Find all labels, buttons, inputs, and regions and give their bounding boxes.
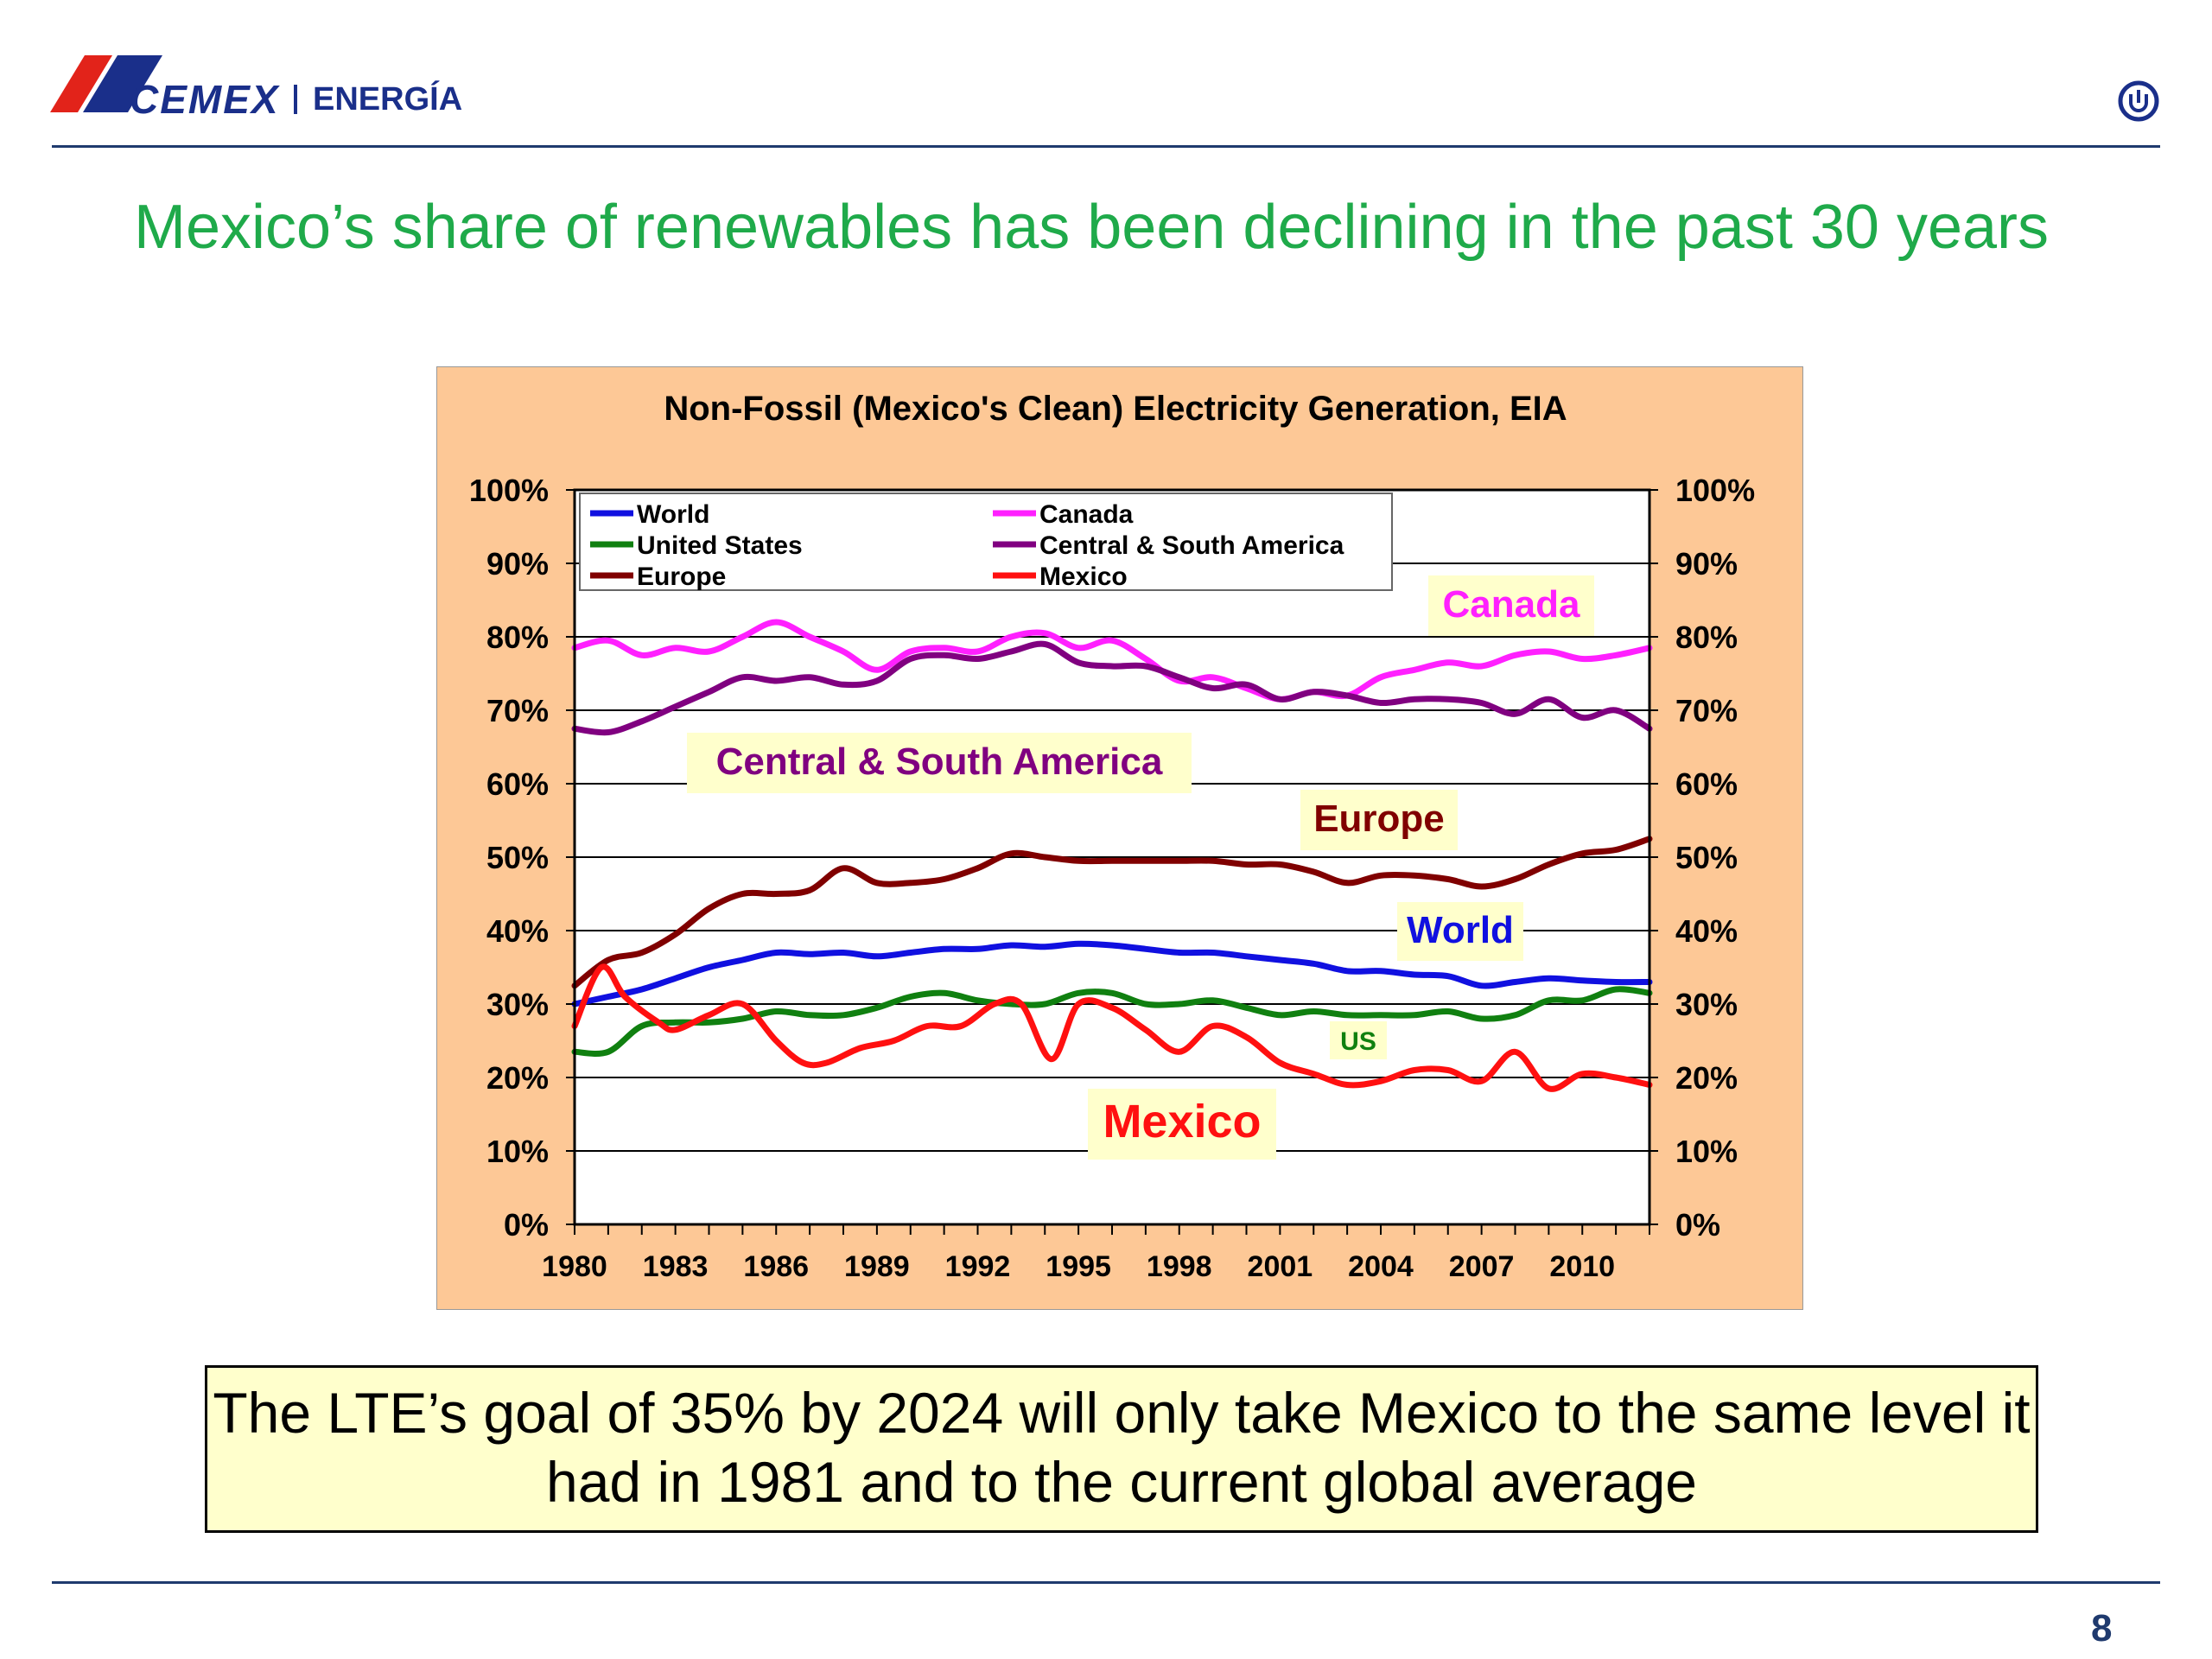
annotation-world: World — [1397, 902, 1523, 961]
y-tick-label-right: 0% — [1675, 1207, 1720, 1243]
power-icon[interactable] — [2117, 79, 2160, 123]
y-tick-label-left: 90% — [486, 546, 549, 582]
y-tick-label-right: 80% — [1675, 620, 1738, 655]
series-line-europe — [571, 836, 1653, 989]
chart-title: Non-Fossil (Mexico's Clean) Electricity … — [664, 390, 1567, 428]
legend-label-csa: Central & South America — [1039, 531, 1344, 560]
y-tick-label-left: 50% — [486, 840, 549, 875]
x-tick-label: 1989 — [844, 1250, 910, 1283]
x-tick-label: 1983 — [643, 1250, 709, 1283]
brand-division: ENERGÍA — [313, 81, 463, 118]
brand-name: CEMEX — [130, 77, 280, 122]
legend-label-europe: Europe — [637, 563, 726, 591]
y-tick-label-left: 30% — [486, 987, 549, 1022]
svg-text:Central & South America: Central & South America — [716, 741, 1163, 783]
y-tick-label-right: 20% — [1675, 1060, 1738, 1096]
legend-label-world: World — [637, 500, 709, 529]
footer-rule — [52, 1581, 2160, 1584]
x-tick-label: 2004 — [1348, 1250, 1414, 1283]
series-line-central-south-america — [571, 640, 1653, 736]
annotation-us: US — [1330, 1021, 1387, 1059]
annotation-europe: Europe — [1300, 790, 1458, 850]
series-line-canada — [571, 619, 1653, 702]
y-tick-label-left: 20% — [486, 1060, 549, 1096]
y-tick-label-right: 30% — [1675, 987, 1738, 1022]
chart: Non-Fossil (Mexico's Clean) Electricity … — [436, 366, 1803, 1310]
logo-stripe-red — [50, 55, 112, 112]
y-tick-label-right: 70% — [1675, 693, 1738, 728]
callout-box: The LTE’s goal of 35% by 2024 will only … — [205, 1365, 2038, 1533]
legend-label-mexico: Mexico — [1039, 563, 1128, 591]
legend: World Canada United States Central & Sou… — [579, 493, 1393, 591]
logo-stripe-blue — [83, 55, 162, 112]
legend-label-us: United States — [637, 531, 803, 560]
series-line-world — [571, 940, 1653, 1007]
y-tick-label-right: 60% — [1675, 766, 1738, 802]
y-tick-label-left: 10% — [486, 1134, 549, 1169]
y-tick-label-right: 50% — [1675, 840, 1738, 875]
brand-separator — [294, 85, 297, 114]
annotation-mexico: Mexico — [1088, 1089, 1276, 1160]
x-tick-label: 2007 — [1449, 1250, 1515, 1283]
page-number: 8 — [2091, 1607, 2113, 1649]
cemex-logo — [50, 55, 162, 112]
y-tick-label-left: 60% — [486, 766, 549, 802]
y-tick-label-left: 80% — [486, 620, 549, 655]
x-tick-label: 1986 — [743, 1250, 809, 1283]
y-tick-label-left: 40% — [486, 913, 549, 949]
svg-text:Canada: Canada — [1443, 583, 1580, 626]
legend-label-canada: Canada — [1039, 500, 1134, 529]
y-tick-label-left: 70% — [486, 693, 549, 728]
y-tick-label-left: 0% — [504, 1207, 549, 1243]
x-tick-label: 1995 — [1046, 1250, 1111, 1283]
x-tick-label: 2010 — [1549, 1250, 1615, 1283]
series-line-united-states — [571, 986, 1653, 1057]
y-tick-label-right: 40% — [1675, 913, 1738, 949]
series-line-mexico — [571, 963, 1653, 1092]
annotation-canada: Canada — [1428, 575, 1594, 636]
svg-text:Mexico: Mexico — [1103, 1096, 1261, 1147]
y-tick-label-right: 90% — [1675, 546, 1738, 582]
slide-title: Mexico’s share of renewables has been de… — [134, 193, 2050, 262]
svg-text:World: World — [1407, 909, 1514, 951]
x-tick-label: 1992 — [945, 1250, 1011, 1283]
svg-text:US: US — [1340, 1027, 1376, 1056]
annotation-central-south-america: Central & South America — [687, 733, 1192, 793]
legend-box — [579, 493, 1393, 591]
x-tick-label: 2001 — [1248, 1250, 1313, 1283]
y-tick-label-right: 10% — [1675, 1134, 1738, 1169]
y-tick-label-right: 100% — [1675, 473, 1755, 508]
x-tick-label: 1998 — [1147, 1250, 1212, 1283]
y-tick-label-left: 100% — [469, 473, 549, 508]
header-rule — [52, 145, 2160, 148]
svg-text:Europe: Europe — [1313, 798, 1445, 840]
x-tick-label: 1980 — [542, 1250, 607, 1283]
